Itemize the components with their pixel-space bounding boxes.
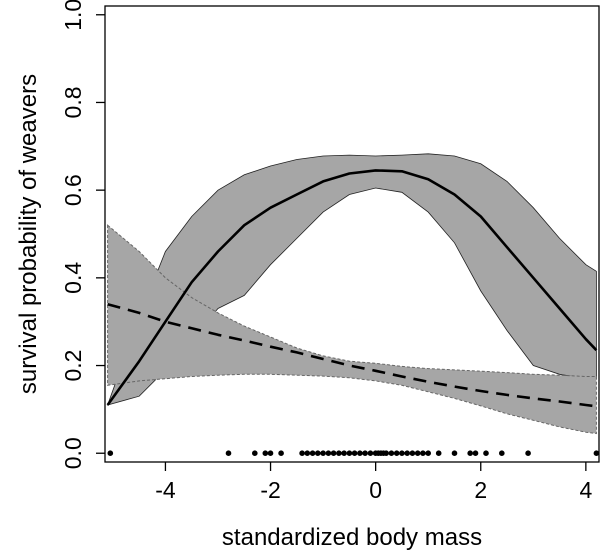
confidence-band-solid bbox=[106, 153, 597, 406]
y-tick-label: 0.8 bbox=[60, 86, 86, 118]
observation-point bbox=[351, 450, 358, 457]
observation-point bbox=[304, 450, 311, 457]
fitted-line-dashed bbox=[107, 302, 597, 408]
x-tick-label: 2 bbox=[474, 477, 487, 503]
observation-point bbox=[362, 450, 368, 457]
confidence-bands bbox=[106, 153, 597, 435]
observation-point bbox=[383, 450, 390, 457]
series-lines bbox=[106, 169, 598, 408]
observation-point bbox=[299, 450, 305, 457]
observation-point bbox=[325, 450, 332, 457]
y-tick-label: 0.0 bbox=[60, 437, 86, 469]
observation-point bbox=[252, 450, 258, 457]
y-tick-label: 0.6 bbox=[60, 174, 86, 206]
x-axis: -4 -2 0 2 4 bbox=[155, 462, 592, 503]
observation-point bbox=[330, 450, 337, 457]
x-axis-label: standardized body mass bbox=[222, 524, 482, 551]
observation-point bbox=[483, 450, 489, 457]
observation-point bbox=[409, 450, 416, 457]
observation-point bbox=[267, 450, 274, 457]
x-tick-label: 0 bbox=[369, 477, 382, 503]
observation-point bbox=[225, 450, 232, 457]
observation-point bbox=[367, 450, 374, 457]
observation-point bbox=[414, 450, 421, 457]
observation-point bbox=[341, 450, 347, 457]
observation-point bbox=[393, 450, 400, 457]
fitted-line-solid bbox=[106, 169, 598, 406]
plot-frame bbox=[104, 5, 600, 463]
y-tick-label: 0.4 bbox=[60, 262, 86, 294]
observation-point bbox=[107, 450, 114, 457]
observation-point bbox=[420, 450, 426, 457]
x-tick-label: 4 bbox=[579, 477, 592, 503]
observation-point bbox=[451, 450, 458, 457]
y-tick-label: 0.2 bbox=[60, 350, 86, 382]
observation-point bbox=[499, 450, 505, 457]
observation-point bbox=[315, 450, 321, 457]
x-tick-label: -4 bbox=[155, 477, 176, 503]
observation-point bbox=[425, 450, 432, 457]
observation-point bbox=[467, 450, 474, 457]
observation-point bbox=[388, 450, 395, 457]
y-axis: 0.0 0.2 0.4 0.6 0.8 1.0 bbox=[60, 0, 105, 469]
observation-point bbox=[309, 450, 316, 457]
observation-point bbox=[336, 450, 342, 457]
observation-point bbox=[262, 450, 269, 457]
observation-point bbox=[525, 450, 531, 457]
confidence-band-dashed bbox=[107, 224, 597, 435]
observation-point bbox=[399, 450, 405, 457]
y-tick-label: 1.0 bbox=[60, 0, 86, 31]
y-axis-label: survival probability of weavers bbox=[15, 74, 42, 394]
observation-point bbox=[435, 450, 442, 457]
observation-point bbox=[593, 450, 600, 457]
observation-point bbox=[320, 450, 326, 457]
observation-point bbox=[346, 450, 353, 457]
observation-point bbox=[278, 450, 284, 457]
observation-point bbox=[404, 450, 411, 457]
observation-point bbox=[357, 450, 363, 457]
x-tick-label: -2 bbox=[260, 477, 280, 503]
observation-points bbox=[107, 450, 600, 457]
observation-point bbox=[472, 450, 479, 457]
